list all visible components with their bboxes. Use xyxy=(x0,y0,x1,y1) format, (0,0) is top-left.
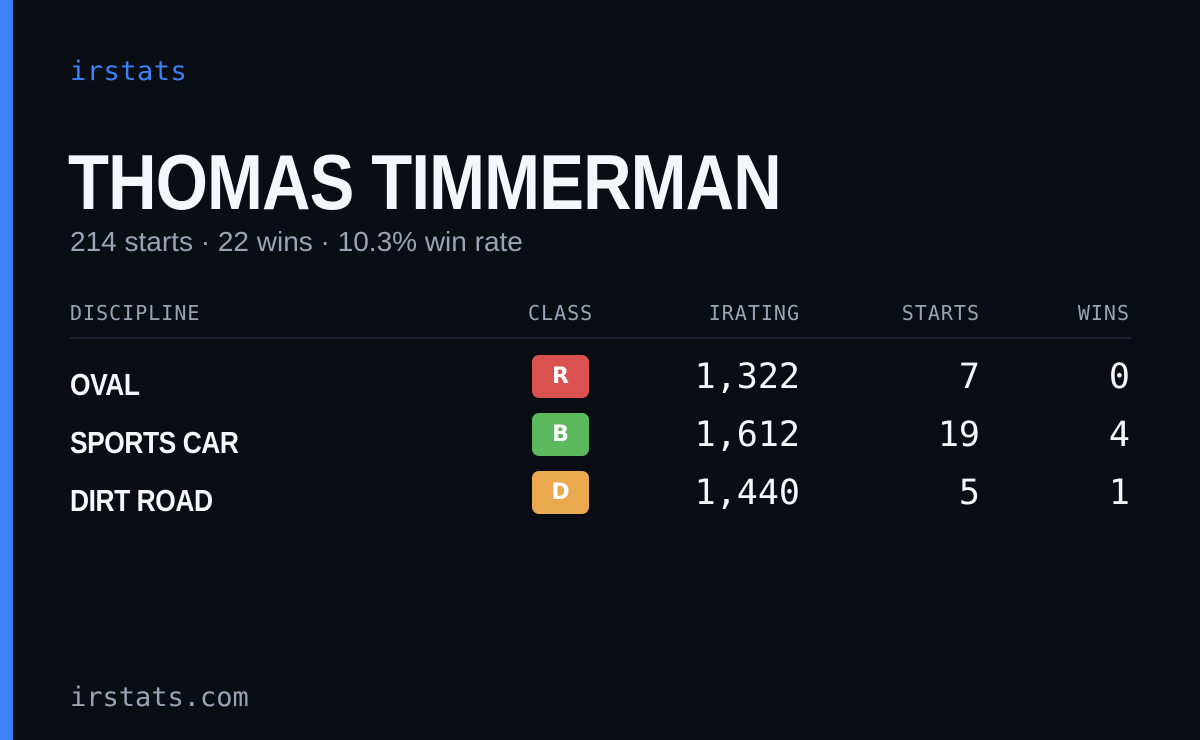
brand-logo: irstats xyxy=(70,56,188,87)
starts-value: 5 xyxy=(958,473,980,513)
header-class: CLASS xyxy=(528,301,594,325)
driver-name: THOMAS TIMMERMAN xyxy=(68,138,782,226)
discipline-name: DIRT ROAD xyxy=(70,483,213,518)
header-irating: IRATING xyxy=(708,301,800,325)
table-row: DIRT ROAD D 1,440 5 1 xyxy=(70,471,1131,529)
wins-value: 0 xyxy=(1108,357,1130,397)
starts-value: 19 xyxy=(937,415,980,455)
stats-table: DISCIPLINE CLASS IRATING STARTS WINS OVA… xyxy=(70,298,1131,529)
irating-value: 1,612 xyxy=(694,415,800,455)
irating-value: 1,322 xyxy=(694,357,800,397)
wins-value: 4 xyxy=(1108,415,1130,455)
class-badge: B xyxy=(532,413,589,456)
discipline-name: OVAL xyxy=(70,367,140,402)
accent-bar xyxy=(0,0,13,740)
driver-summary: 214 starts · 22 wins · 10.3% win rate xyxy=(70,226,523,257)
discipline-name: SPORTS CAR xyxy=(70,425,239,460)
table-row: OVAL R 1,322 7 0 xyxy=(70,355,1131,413)
table-header: DISCIPLINE CLASS IRATING STARTS WINS xyxy=(70,298,1131,339)
footer-url[interactable]: irstats.com xyxy=(70,682,249,713)
wins-value: 1 xyxy=(1108,473,1130,513)
class-badge: D xyxy=(532,471,589,514)
table-row: SPORTS CAR B 1,612 19 4 xyxy=(70,413,1131,471)
header-wins: WINS xyxy=(1077,301,1130,325)
irating-value: 1,440 xyxy=(694,473,800,513)
header-starts: STARTS xyxy=(901,301,980,325)
class-badge: R xyxy=(532,355,589,398)
header-discipline: DISCIPLINE xyxy=(70,301,201,325)
starts-value: 7 xyxy=(958,357,980,397)
